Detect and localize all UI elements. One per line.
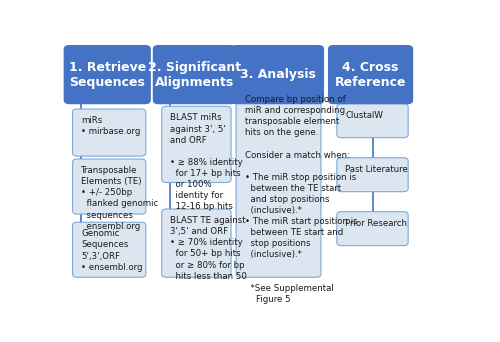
Text: 2. Significant
Alignments: 2. Significant Alignments <box>148 61 241 89</box>
Text: 3. Analysis: 3. Analysis <box>240 68 316 81</box>
FancyBboxPatch shape <box>337 158 408 192</box>
Text: Compare bp position of
miR and corresponding
transposable element
hits on the ge: Compare bp position of miR and correspon… <box>244 95 357 304</box>
FancyBboxPatch shape <box>231 45 324 104</box>
FancyBboxPatch shape <box>72 159 146 214</box>
Text: 4. Cross
Reference: 4. Cross Reference <box>335 61 406 89</box>
FancyBboxPatch shape <box>162 106 231 182</box>
Text: BLAST TE against
3',5' and ORF
• ≥ 70% identity
  for 50+ bp hits
  or ≥ 80% for: BLAST TE against 3',5' and ORF • ≥ 70% i… <box>170 216 247 281</box>
Text: Genomic
Sequences
5',3',ORF
• ensembl.org: Genomic Sequences 5',3',ORF • ensembl.or… <box>81 229 142 272</box>
Text: miRs
• mirbase.org: miRs • mirbase.org <box>81 116 140 136</box>
FancyBboxPatch shape <box>64 45 151 104</box>
FancyBboxPatch shape <box>236 88 321 277</box>
FancyBboxPatch shape <box>337 212 408 246</box>
Text: Past Literature: Past Literature <box>346 165 408 174</box>
Text: BLAST miRs
against 3', 5'
and ORF

• ≥ 88% identity
  for 17+ bp hits
  or 100%
: BLAST miRs against 3', 5' and ORF • ≥ 88… <box>170 114 243 211</box>
FancyBboxPatch shape <box>162 209 231 277</box>
FancyBboxPatch shape <box>337 104 408 138</box>
Text: 1. Retrieve
Sequences: 1. Retrieve Sequences <box>68 61 146 89</box>
FancyBboxPatch shape <box>72 222 146 277</box>
Text: Prior Research: Prior Research <box>346 219 408 228</box>
FancyBboxPatch shape <box>72 109 146 156</box>
FancyBboxPatch shape <box>328 45 413 104</box>
Text: Transposable
Elements (TE)
• +/- 250bp
  flanked genomic
  sequences
  ensembl.o: Transposable Elements (TE) • +/- 250bp f… <box>81 166 158 231</box>
Text: ClustalW: ClustalW <box>346 111 384 120</box>
FancyBboxPatch shape <box>153 45 236 104</box>
